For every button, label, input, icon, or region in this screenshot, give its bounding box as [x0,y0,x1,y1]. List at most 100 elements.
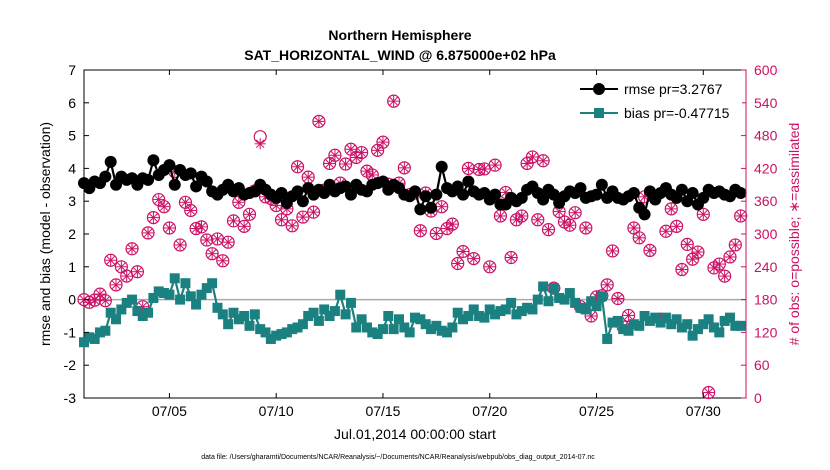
y-tick-label: -3 [64,390,77,406]
y-axis-left: -3 -2 -1 0 1 2 3 4 5 6 7 [64,62,89,406]
obs-possible-point [184,203,198,218]
obs-assimilated-point [211,233,223,245]
data-file-footnote: data file: /Users/gharamti/Documents/NCA… [201,454,595,461]
rmse-point [590,188,603,201]
obs-assimilated-point [526,151,538,163]
obs-possible-point [563,218,577,232]
y-tick-label: 2 [68,226,76,242]
bias-point [260,327,271,338]
obs-possible-point [162,221,177,235]
obs-assimilated-point [516,210,528,222]
bias-point [100,325,111,336]
obs-possible-point [483,260,497,274]
obs-assimilated-point [105,254,117,266]
bias-point [543,296,554,307]
bias-point [308,307,319,318]
obs-assimilated-point [713,258,725,270]
bias-point [287,324,298,335]
obs-possible-point [290,160,305,174]
bias-point [276,329,287,340]
obs-assimilated-point [446,218,458,230]
obs-possible-point [611,291,625,306]
obs-assimilated-point [244,208,255,220]
y-tick-label: 5 [68,128,76,144]
y-tick-label: 1 [68,259,76,275]
obs-assimilated-point [719,270,731,282]
obs-possible-point [397,161,411,175]
obs-assimilated-point [484,261,496,273]
obs-assimilated-point [179,196,191,208]
y2-tick-label: 420 [754,160,778,176]
bias-point [634,320,645,331]
bias-point [490,309,501,320]
bias-point [201,283,212,294]
obs-assimilated-point [206,248,218,260]
bias-point [591,301,602,312]
rmse-point [200,175,213,188]
obs-possible-point [702,385,716,400]
obs-possible-point [194,220,209,234]
bias-point [628,319,639,330]
bias-point [463,311,474,321]
x-axis: 07/05 07/10 07/15 07/20 07/25 07/30 [152,70,721,419]
bias-point [84,332,95,343]
bias-point [575,302,586,313]
obs-assimilated-point [286,220,298,232]
rmse-point [190,180,203,193]
bias-point [596,291,607,302]
bias-point [292,322,303,333]
obs-possible-point [445,217,459,231]
bias-point [719,315,730,326]
bias-point [137,311,148,321]
rmse-point [430,188,443,201]
obs-assimilated-point [676,264,688,276]
bias-point [249,309,260,320]
rmse-point [275,187,288,199]
bias-point [255,324,266,335]
obs-assimilated-point [201,234,213,246]
bias-point [660,312,671,323]
bias-point [623,325,634,336]
obs-assimilated-point [692,246,704,258]
bias-point [335,289,346,300]
obs-possible-point [456,244,470,259]
bias-point [169,273,180,284]
obs-assimilated-point [660,225,672,237]
obs-assimilated-point [532,214,544,226]
bias-point [458,314,469,325]
obs-assimilated-point [131,266,143,278]
bias-point [329,306,340,317]
bias-point [356,314,367,325]
bias-point [708,322,719,333]
obs-assimilated-point [452,258,464,270]
obs-assimilated-point [489,159,501,171]
obs-possible-point [104,253,118,267]
obs-assimilated-point [158,201,170,213]
bias-point [175,294,186,305]
obs-possible-point [632,231,646,245]
rmse-point [104,155,117,168]
chart-title: Northern Hemisphere [328,27,471,43]
bias-point [281,327,292,338]
obs-possible-point [328,148,342,162]
obs-possible-point [429,226,443,241]
bias-point [212,302,223,313]
obs-possible-point [216,254,230,268]
bias-point [479,312,490,323]
obs-possible-point [141,226,155,240]
bias-point [714,327,725,338]
bias-point [687,330,698,341]
bias-point [164,289,175,300]
bias-point [703,314,714,325]
bias-point [527,304,538,315]
rmse-point [574,182,587,195]
y2-tick-label: 300 [754,226,778,242]
obs-assimilated-point [398,162,410,174]
x-tick-label: 07/25 [579,403,614,419]
chart-subtitle: SAT_HORIZONTAL_WIND @ 6.875000e+02 hPa [244,47,556,63]
y-tick-label: 7 [68,62,76,78]
bias-point [500,304,511,315]
bias-point [415,314,426,325]
obs-possible-point [734,209,748,223]
bias-point [532,294,543,305]
